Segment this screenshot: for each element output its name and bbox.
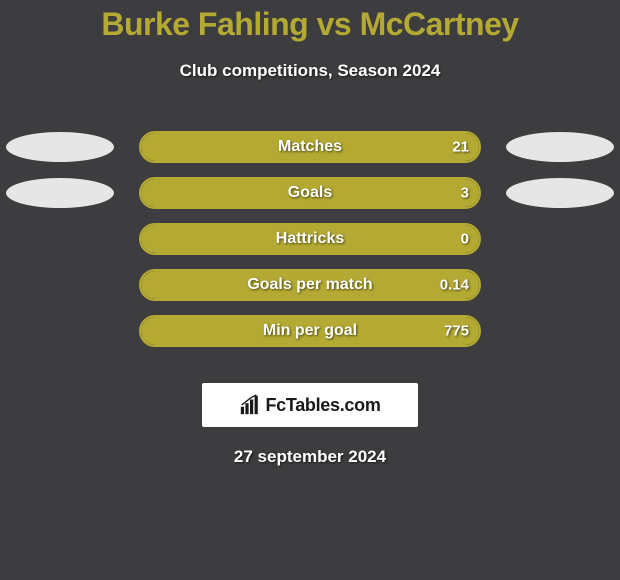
stat-value: 21 [452,139,469,156]
player-marker-left [6,132,114,162]
player-marker-left [6,178,114,208]
stat-bar: Matches 21 [139,131,481,163]
page-title: Burke Fahling vs McCartney [0,6,620,43]
stat-value: 0.14 [440,277,469,294]
subtitle: Club competitions, Season 2024 [0,61,620,81]
stat-row: Goals per match 0.14 [0,269,620,315]
stat-row: Min per goal 775 [0,315,620,361]
stat-bar: Hattricks 0 [139,223,481,255]
stat-bar: Goals per match 0.14 [139,269,481,301]
stat-value: 775 [444,323,469,340]
brand-badge[interactable]: FcTables.com [202,383,418,427]
chart-icon [239,394,261,416]
stat-row: Matches 21 [0,131,620,177]
stat-label: Matches [278,138,342,156]
stat-value: 0 [461,231,469,248]
stat-label: Goals per match [247,276,372,294]
footer-date: 27 september 2024 [0,447,620,467]
stat-rows: Matches 21 Goals 3 Hattricks 0 Goals per match… [0,131,620,361]
stat-row: Hattricks 0 [0,223,620,269]
player-marker-right [506,132,614,162]
brand-text: FcTables.com [265,395,380,416]
stat-bar: Goals 3 [139,177,481,209]
stat-value: 3 [461,185,469,202]
stat-label: Goals [288,184,332,202]
player-marker-right [506,178,614,208]
stat-bar: Min per goal 775 [139,315,481,347]
stat-label: Min per goal [263,322,357,340]
stat-row: Goals 3 [0,177,620,223]
comparison-card: Burke Fahling vs McCartney Club competit… [0,0,620,467]
stat-label: Hattricks [276,230,344,248]
